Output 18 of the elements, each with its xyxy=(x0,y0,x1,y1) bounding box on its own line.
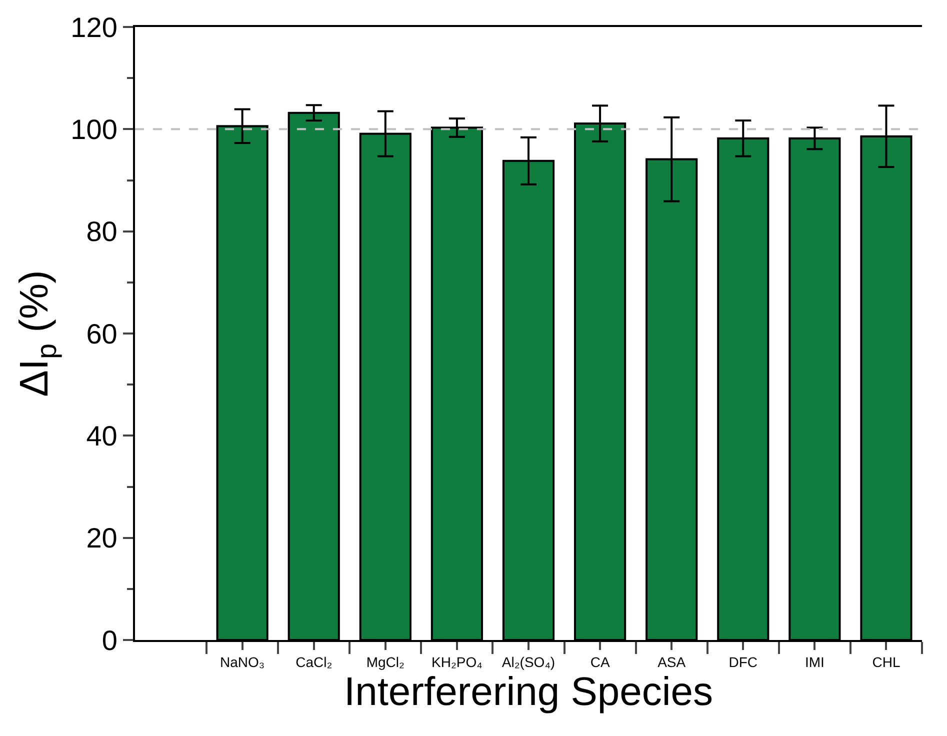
y-tick-label: 20 xyxy=(86,522,118,554)
x-tick-label: DFC xyxy=(728,654,758,670)
x-tick-label: KH₂PO₄ xyxy=(432,654,483,670)
y-tick-label: 80 xyxy=(86,216,118,248)
x-axis-title: Interferering Species xyxy=(344,670,714,714)
y-tick-label: 60 xyxy=(86,318,118,350)
x-tick-label: CaCl₂ xyxy=(296,654,332,670)
x-tick-label: NaNO₃ xyxy=(220,654,265,670)
y-tick-label: 0 xyxy=(102,624,118,656)
x-tick-label: Al₂(SO₄) xyxy=(502,654,556,670)
y-tick-label: 100 xyxy=(70,114,118,145)
y-tick-label: 40 xyxy=(86,420,118,452)
y-tick-label: 120 xyxy=(70,12,118,43)
x-tick-label: MgCl₂ xyxy=(366,654,404,670)
x-tick-label: IMI xyxy=(804,654,824,670)
x-tick-label: CA xyxy=(590,654,610,670)
x-tick-label: CHL xyxy=(872,654,900,670)
x-tick-label: ASA xyxy=(658,654,686,670)
